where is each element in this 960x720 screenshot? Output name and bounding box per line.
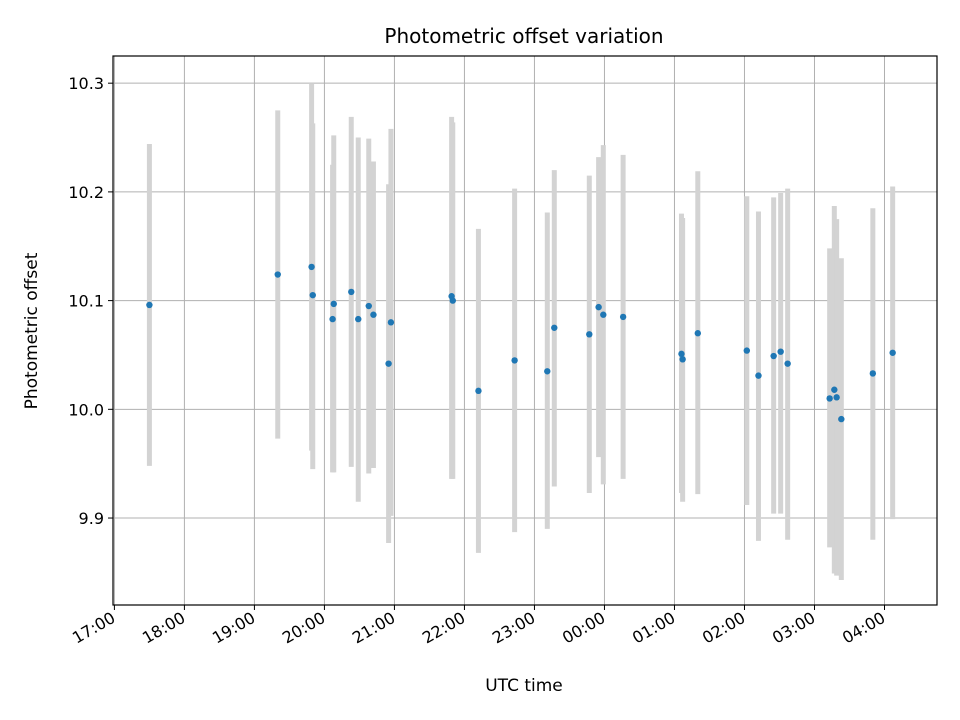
- data-point: [355, 315, 362, 323]
- x-axis-label: UTC time: [485, 676, 563, 696]
- data-point: [449, 297, 456, 304]
- data-point: [679, 356, 686, 363]
- data-point: [777, 348, 784, 355]
- data-point: [755, 372, 762, 379]
- data-point: [833, 394, 840, 401]
- data-point: [329, 315, 336, 323]
- data-point: [387, 319, 395, 326]
- y-tick-label: 10.2: [68, 183, 104, 202]
- data-point: [586, 331, 593, 338]
- data-point: [330, 300, 337, 308]
- data-point: [743, 347, 751, 354]
- y-axis-ticks: 9.9 10.0 10.1 10.2 10.3: [68, 74, 113, 528]
- data-point: [370, 311, 377, 318]
- data-point: [619, 313, 627, 321]
- data-point: [770, 352, 777, 360]
- data-point: [348, 288, 355, 296]
- data-point: [831, 386, 838, 393]
- data-point: [889, 349, 896, 356]
- data-point: [511, 357, 518, 364]
- y-tick-label: 10.0: [68, 400, 104, 419]
- y-tick-label: 10.3: [68, 74, 104, 93]
- data-point: [551, 324, 558, 331]
- data-point: [475, 387, 482, 395]
- data-point: [595, 303, 602, 311]
- data-point: [385, 360, 392, 367]
- y-axis-label: Photometric offset: [22, 252, 42, 409]
- data-point: [365, 302, 372, 310]
- data-point: [694, 330, 702, 337]
- data-point: [678, 350, 685, 358]
- data-point: [309, 291, 316, 299]
- data-point: [146, 301, 153, 309]
- data-point: [600, 311, 607, 318]
- y-tick-label: 9.9: [79, 509, 104, 528]
- data-point: [274, 271, 281, 278]
- chart-title: Photometric offset variation: [384, 24, 663, 48]
- data-point: [826, 395, 833, 402]
- data-point: [308, 263, 315, 271]
- y-tick-label: 10.1: [68, 292, 104, 311]
- data-point: [869, 370, 877, 377]
- data-points: [146, 263, 896, 423]
- data-point: [838, 415, 845, 423]
- data-point: [544, 368, 551, 375]
- data-point: [784, 360, 791, 367]
- plot-frame: [112, 55, 938, 606]
